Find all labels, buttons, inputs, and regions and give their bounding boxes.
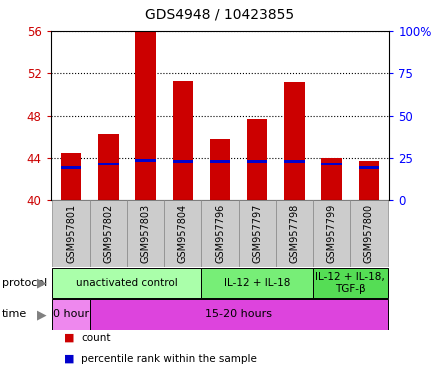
FancyBboxPatch shape (202, 268, 313, 298)
Text: ▶: ▶ (37, 308, 46, 321)
Bar (136, 31, 156, 200)
FancyBboxPatch shape (164, 200, 202, 267)
Text: ■: ■ (64, 333, 74, 343)
Bar (322, 162, 342, 165)
FancyBboxPatch shape (238, 200, 276, 267)
Bar (210, 139, 230, 200)
Text: GSM957796: GSM957796 (215, 204, 225, 263)
Text: protocol: protocol (2, 278, 48, 288)
Bar (284, 82, 304, 200)
Bar (322, 158, 342, 200)
Bar (210, 161, 230, 163)
Bar (247, 160, 268, 162)
Text: 15-20 hours: 15-20 hours (205, 310, 272, 319)
FancyBboxPatch shape (90, 200, 127, 267)
Text: unactivated control: unactivated control (76, 278, 178, 288)
FancyBboxPatch shape (52, 300, 90, 329)
Text: count: count (81, 333, 111, 343)
Text: percentile rank within the sample: percentile rank within the sample (81, 354, 257, 364)
Text: GSM957799: GSM957799 (326, 204, 337, 263)
FancyBboxPatch shape (350, 200, 388, 267)
Text: GDS4948 / 10423855: GDS4948 / 10423855 (146, 8, 294, 22)
Bar (61, 152, 81, 200)
FancyBboxPatch shape (202, 200, 238, 267)
Bar (98, 162, 118, 165)
Bar (359, 161, 379, 200)
Text: GSM957800: GSM957800 (364, 204, 374, 263)
Text: IL-12 + IL-18: IL-12 + IL-18 (224, 278, 290, 288)
FancyBboxPatch shape (52, 268, 202, 298)
FancyBboxPatch shape (90, 300, 388, 329)
Bar (172, 161, 193, 163)
Text: 0 hour: 0 hour (53, 310, 89, 319)
FancyBboxPatch shape (313, 268, 388, 298)
FancyBboxPatch shape (313, 200, 350, 267)
Text: GSM957798: GSM957798 (290, 204, 300, 263)
Bar (61, 166, 81, 169)
Text: ■: ■ (64, 354, 74, 364)
Text: IL-12 + IL-18,
TGF-β: IL-12 + IL-18, TGF-β (315, 272, 385, 294)
Text: GSM957797: GSM957797 (252, 204, 262, 263)
Text: GSM957802: GSM957802 (103, 204, 114, 263)
FancyBboxPatch shape (127, 200, 164, 267)
Bar (247, 119, 268, 200)
Text: GSM957801: GSM957801 (66, 204, 76, 263)
FancyBboxPatch shape (276, 200, 313, 267)
Bar (359, 166, 379, 169)
Text: ▶: ▶ (37, 276, 46, 290)
Bar (136, 159, 156, 162)
Text: GSM957804: GSM957804 (178, 204, 188, 263)
FancyBboxPatch shape (52, 200, 90, 267)
Bar (172, 81, 193, 200)
Bar (98, 134, 118, 200)
Text: time: time (2, 310, 27, 319)
Bar (284, 161, 304, 163)
Text: GSM957803: GSM957803 (140, 204, 150, 263)
